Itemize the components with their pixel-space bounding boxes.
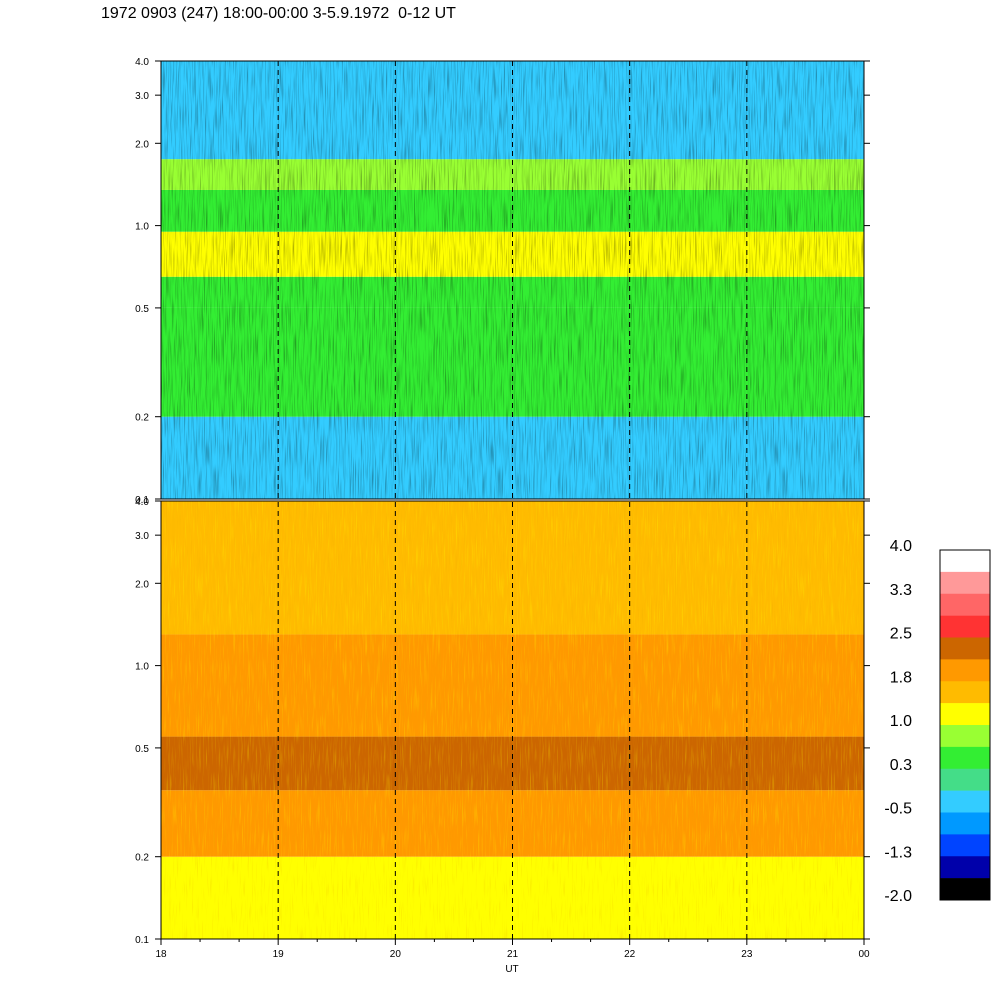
ytick-label-lower-3.0: 3.0 xyxy=(135,531,149,542)
colorbar-swatch xyxy=(940,856,990,879)
colorbar-label: 4.0 xyxy=(890,538,912,555)
ytick-label-upper-1.0: 1.0 xyxy=(135,222,149,233)
colorbar-swatch xyxy=(940,659,990,682)
x-axis-label: UT xyxy=(505,964,518,975)
ytick-label-upper-3.0: 3.0 xyxy=(135,91,149,102)
ytick-label-upper-0.5: 0.5 xyxy=(135,304,149,315)
xtick-label-21: 21 xyxy=(507,949,519,960)
colorbar-swatch xyxy=(940,725,990,748)
ytick-label-lower-0.1: 0.1 xyxy=(135,935,149,946)
colorbar-swatch xyxy=(940,550,990,573)
ytick-label-upper-0.2: 0.2 xyxy=(135,413,149,424)
colorbar-label: 1.0 xyxy=(890,713,912,730)
colorbar-swatch xyxy=(940,768,990,791)
xtick-label-22: 22 xyxy=(624,949,636,960)
xtick-label-20: 20 xyxy=(390,949,402,960)
ytick-label-upper-0.1: 0.1 xyxy=(135,495,149,506)
xtick-label-18: 18 xyxy=(155,949,167,960)
colorbar-swatch xyxy=(940,593,990,616)
colorbar-label: 0.3 xyxy=(890,757,912,774)
colorbar-frame xyxy=(939,549,991,901)
colorbar-swatch xyxy=(940,878,990,901)
colorbar-label: -2.0 xyxy=(884,888,912,905)
xtick-label-00: 00 xyxy=(858,949,870,960)
ytick-label-upper-4.0: 4.0 xyxy=(135,57,149,68)
colorbar-swatch xyxy=(940,703,990,726)
ytick-label-lower-0.2: 0.2 xyxy=(135,853,149,864)
colorbar-swatch xyxy=(940,681,990,704)
colorbar-label: -0.5 xyxy=(884,801,912,818)
colorbar-swatch xyxy=(940,637,990,660)
colorbar-swatch xyxy=(940,746,990,770)
chart-title: 1972 0903 (247) 18:00-00:00 3-5.9.1972 0… xyxy=(101,5,456,22)
ytick-label-lower-2.0: 2.0 xyxy=(135,579,149,590)
colorbar-label: -1.3 xyxy=(884,844,912,861)
xtick-label-19: 19 xyxy=(273,949,285,960)
ytick-label-lower-1.0: 1.0 xyxy=(135,662,149,673)
xtick-label-23: 23 xyxy=(741,949,753,960)
ytick-label-upper-2.0: 2.0 xyxy=(135,139,149,150)
colorbar-swatch xyxy=(940,615,990,638)
colorbar-swatch xyxy=(940,790,990,813)
colorbar-swatch xyxy=(940,812,990,835)
colorbar-swatch xyxy=(940,571,990,595)
panel-frame-upper xyxy=(160,60,865,500)
ytick-label-lower-0.5: 0.5 xyxy=(135,744,149,755)
ytick-label-lower-4.0: 4.0 xyxy=(135,497,149,508)
colorbar-label: 3.3 xyxy=(890,582,912,599)
colorbar-label: 2.5 xyxy=(890,626,912,643)
colorbar-label: 1.8 xyxy=(890,669,912,686)
colorbar-swatch xyxy=(940,834,990,857)
